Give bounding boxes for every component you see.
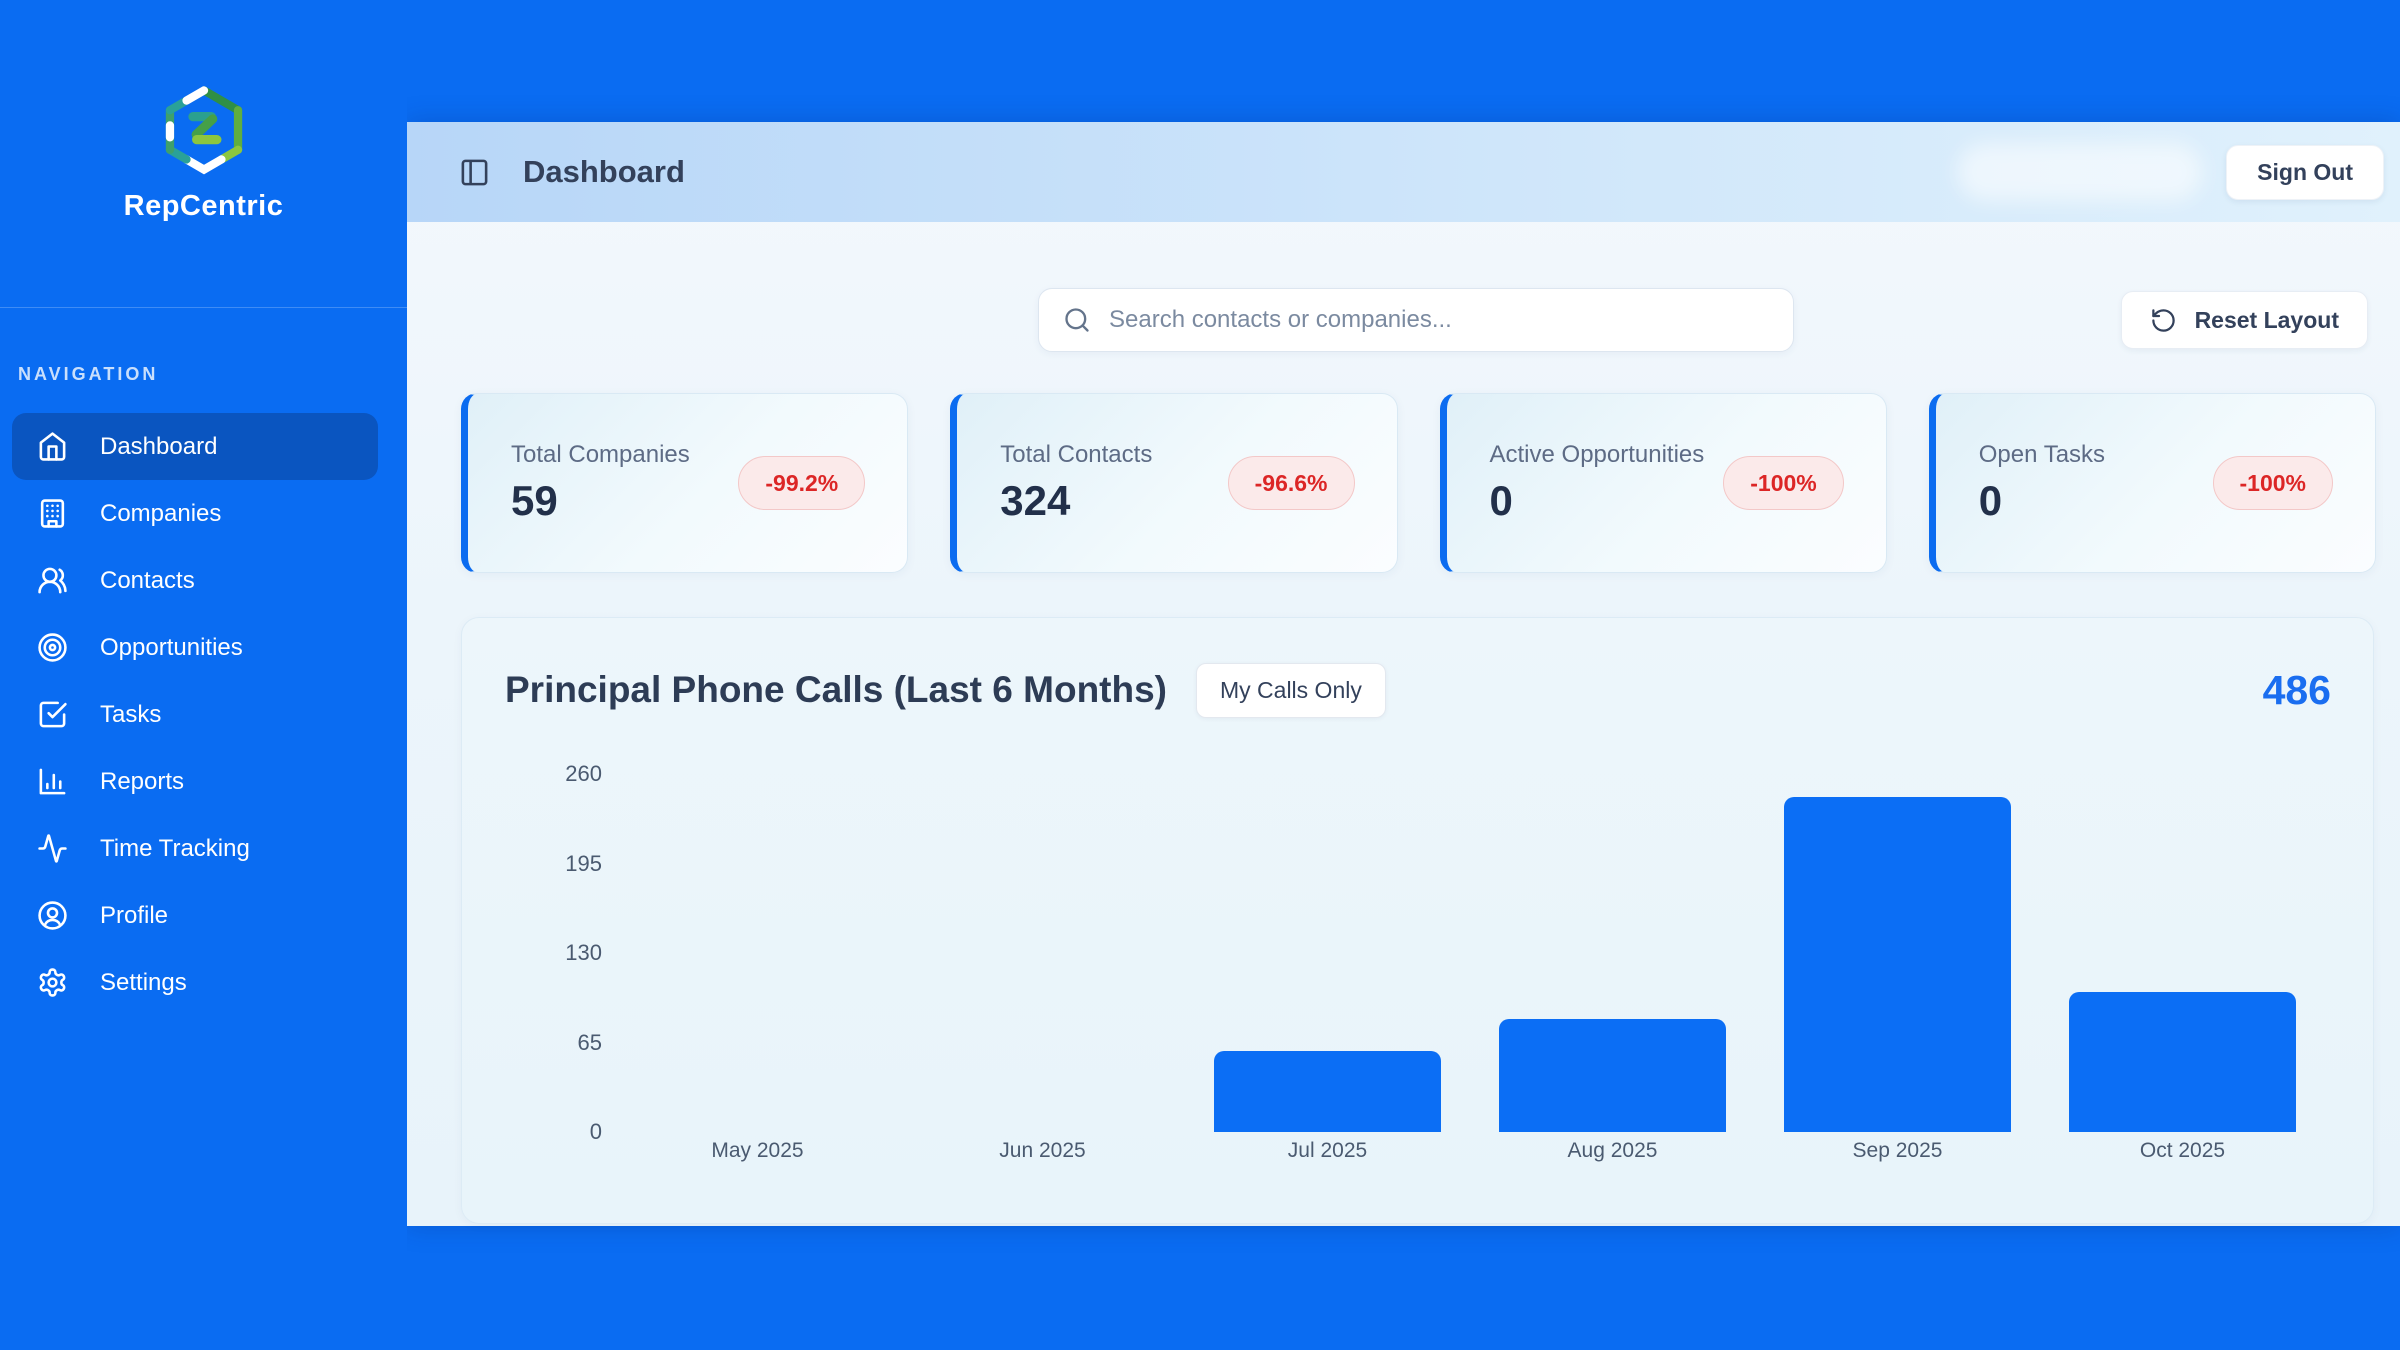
sidebar-item-time-tracking[interactable]: Time Tracking bbox=[12, 815, 378, 882]
sidebar-item-tasks[interactable]: Tasks bbox=[12, 681, 378, 748]
stat-card: Open Tasks 0 -100% bbox=[1928, 393, 2376, 573]
gear-icon bbox=[37, 967, 68, 998]
stat-value: 59 bbox=[511, 477, 558, 524]
stat-label: Total Companies bbox=[511, 441, 690, 468]
nav-section-label: NAVIGATION bbox=[18, 364, 159, 384]
x-tick-label: Jul 2025 bbox=[1287, 1139, 1368, 1162]
reset-icon bbox=[2150, 307, 2177, 334]
sidebar-item-settings[interactable]: Settings bbox=[12, 949, 378, 1016]
sidebar-item-label: Contacts bbox=[100, 566, 195, 594]
stat-card: Total Contacts 324 -96.6% bbox=[950, 393, 1398, 573]
x-axis-labels: May 2025 Jun 2025 Jul 2025 Aug 2025 Sep 2025… bbox=[615, 1139, 2325, 1169]
stat-left: Total Companies 59 bbox=[511, 441, 690, 525]
x-tick-label: Jun 2025 bbox=[999, 1139, 1086, 1162]
stat-left: Open Tasks 0 bbox=[1979, 441, 2105, 525]
bar-jul-2025[interactable] bbox=[1214, 1051, 1441, 1132]
target-icon bbox=[37, 632, 68, 663]
sidebar-item-reports[interactable]: Reports bbox=[12, 748, 378, 815]
chart-header: Principal Phone Calls (Last 6 Months) My… bbox=[505, 662, 2331, 718]
stat-label: Open Tasks bbox=[1978, 441, 2106, 468]
topbar: Dashboard Sign Out bbox=[407, 122, 2400, 222]
chart-card: Principal Phone Calls (Last 6 Months) My… bbox=[461, 617, 2374, 1224]
y-tick-label: 195 bbox=[565, 850, 602, 876]
y-tick-label: 130 bbox=[565, 940, 602, 965]
x-tick-label: May 2025 bbox=[711, 1139, 804, 1162]
building-icon bbox=[37, 498, 68, 529]
sidebar-item-label: Companies bbox=[100, 499, 222, 527]
stat-value: 324 bbox=[1000, 477, 1071, 524]
y-tick-label: 260 bbox=[565, 761, 602, 786]
stat-label: Total Contacts bbox=[1000, 441, 1153, 468]
brand-block: RepCentric bbox=[0, 0, 407, 308]
sidebar-item-label: Tasks bbox=[100, 700, 162, 728]
bar-plot-area bbox=[615, 774, 2325, 1132]
activity-icon bbox=[37, 833, 68, 864]
sidebar-item-dashboard[interactable]: Dashboard bbox=[12, 413, 378, 480]
sidebar-item-label: Profile bbox=[100, 901, 169, 929]
x-tick-label: Aug 2025 bbox=[1567, 1139, 1658, 1162]
sidebar-item-label: Time Tracking bbox=[100, 834, 250, 862]
repcentric-logo-icon bbox=[165, 86, 242, 175]
reset-layout-button[interactable]: Reset Layout bbox=[2120, 291, 2368, 349]
main-panel: Dashboard Sign Out Reset Layout Total Co… bbox=[407, 122, 2400, 1226]
bar-chart-icon bbox=[37, 766, 68, 797]
y-axis-ticks: 0 65 130 195 260 bbox=[502, 618, 602, 1223]
user-circle-icon bbox=[37, 900, 68, 931]
stat-delta-badge: -96.6% bbox=[1227, 456, 1355, 510]
sidebar-item-label: Reports bbox=[100, 767, 185, 795]
sidebar-item-label: Dashboard bbox=[100, 432, 218, 460]
nav-list: Dashboard Companies Contacts Opportuniti… bbox=[0, 413, 407, 1016]
users-icon bbox=[37, 565, 68, 596]
chart-title: Principal Phone Calls (Last 6 Months) bbox=[505, 669, 1167, 710]
bar-oct-2025[interactable] bbox=[2069, 992, 2296, 1132]
sidebar-item-profile[interactable]: Profile bbox=[12, 882, 378, 949]
stat-delta-badge: -99.2% bbox=[738, 456, 866, 510]
y-tick-label: 65 bbox=[577, 1029, 602, 1055]
stat-value: 0 bbox=[1978, 477, 2003, 524]
stat-card: Total Companies 59 -99.2% bbox=[461, 393, 909, 573]
page-title: Dashboard bbox=[523, 154, 685, 189]
stat-delta-badge: -100% bbox=[2212, 456, 2333, 510]
sidebar-item-companies[interactable]: Companies bbox=[12, 480, 378, 547]
x-tick-label: Sep 2025 bbox=[1852, 1139, 1943, 1162]
sidebar-item-label: Opportunities bbox=[100, 633, 243, 661]
chart-total-value: 486 bbox=[2262, 666, 2331, 713]
sidebar-item-contacts[interactable]: Contacts bbox=[12, 547, 378, 614]
stat-left: Total Contacts 324 bbox=[1000, 441, 1152, 525]
stat-delta-badge: -100% bbox=[1723, 456, 1844, 510]
sidebar: RepCentric NAVIGATION Dashboard Companie… bbox=[0, 0, 407, 1350]
search-icon bbox=[1063, 306, 1091, 334]
sidebar-toggle-icon[interactable] bbox=[459, 157, 490, 188]
bar-sep-2025[interactable] bbox=[1784, 797, 2011, 1132]
topbar-right: Sign Out bbox=[1957, 143, 2384, 201]
stat-label: Active Opportunities bbox=[1489, 441, 1705, 468]
home-icon bbox=[37, 431, 68, 462]
brand-name: RepCentric bbox=[123, 190, 284, 222]
sidebar-item-label: Settings bbox=[100, 968, 187, 996]
sign-out-button[interactable]: Sign Out bbox=[2226, 144, 2384, 200]
stat-left: Active Opportunities 0 bbox=[1490, 441, 1705, 525]
sidebar-item-opportunities[interactable]: Opportunities bbox=[12, 614, 378, 681]
bar-aug-2025[interactable] bbox=[1499, 1019, 1726, 1132]
y-tick-label: 0 bbox=[589, 1119, 602, 1144]
check-square-icon bbox=[37, 699, 68, 730]
redacted-user-chip bbox=[1957, 143, 2203, 201]
search-input[interactable] bbox=[1109, 306, 1769, 334]
reset-layout-label: Reset Layout bbox=[2194, 306, 2339, 333]
stat-value: 0 bbox=[1489, 477, 1513, 524]
search-bar[interactable] bbox=[1038, 288, 1794, 352]
my-calls-only-button[interactable]: My Calls Only bbox=[1196, 662, 1386, 718]
stats-row: Total Companies 59 -99.2% Total Contacts… bbox=[461, 393, 2376, 573]
x-tick-label: Oct 2025 bbox=[2139, 1139, 2226, 1162]
stat-card: Active Opportunities 0 -100% bbox=[1439, 393, 1887, 573]
